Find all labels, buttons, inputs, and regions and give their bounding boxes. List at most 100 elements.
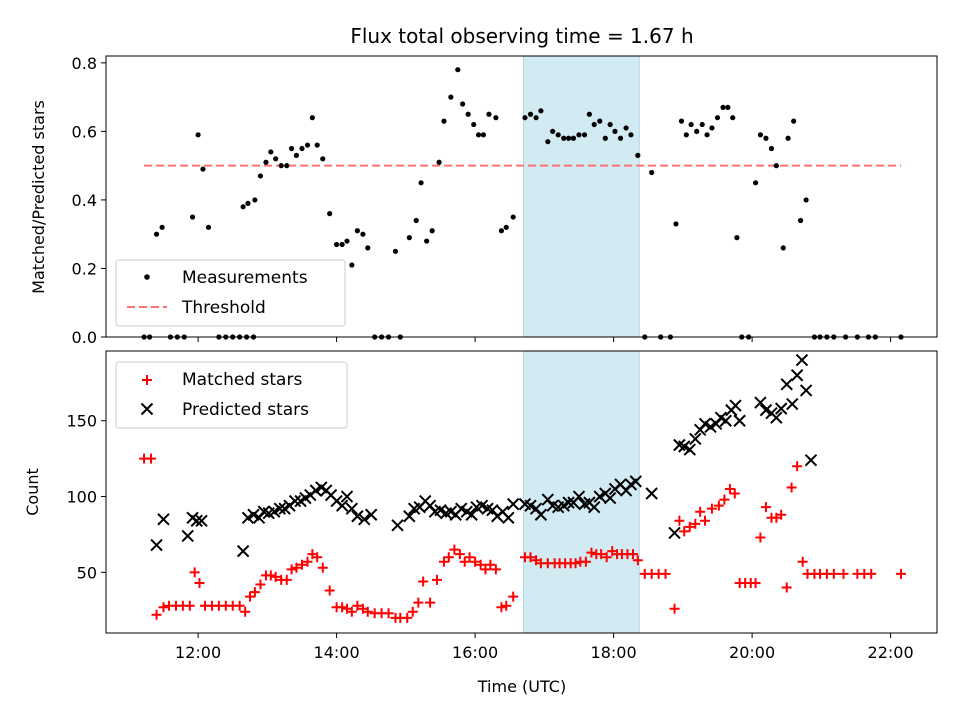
measurement-point bbox=[561, 135, 567, 141]
top-legend: Measurements Threshold bbox=[115, 259, 346, 327]
matched-point bbox=[418, 576, 429, 587]
bottom-y-ticks: 50 100 150 bbox=[66, 412, 106, 582]
measurement-point bbox=[349, 262, 355, 268]
matched-point bbox=[838, 568, 849, 579]
measurement-point bbox=[785, 135, 791, 141]
measurement-point bbox=[688, 121, 694, 128]
predicted-point bbox=[603, 491, 617, 505]
predicted-point bbox=[588, 500, 601, 514]
predicted-point bbox=[195, 514, 208, 528]
measurement-point bbox=[734, 235, 740, 241]
measurement-point bbox=[503, 224, 509, 230]
measurement-point bbox=[441, 118, 447, 124]
measurement-point bbox=[320, 156, 326, 162]
measurement-point bbox=[752, 180, 759, 186]
predicted-point bbox=[236, 544, 250, 558]
matched-point bbox=[449, 544, 460, 555]
predicted-point bbox=[157, 513, 170, 526]
matched-point bbox=[443, 552, 454, 563]
bottom-x-tick-label: 14:00 bbox=[314, 643, 360, 662]
highlight-span-bottom bbox=[523, 350, 640, 634]
matched-point bbox=[281, 574, 292, 585]
measurement-point bbox=[392, 248, 399, 254]
measurement-point bbox=[480, 132, 487, 138]
bottom-x-ticks: 12:00 14:00 16:00 18:00 20:00 22:00 bbox=[175, 633, 914, 662]
bottom-x-tick-label: 16:00 bbox=[452, 643, 498, 662]
matched-point bbox=[245, 591, 256, 602]
bottom-x-tick-label: 12:00 bbox=[175, 643, 221, 662]
predicted-point bbox=[365, 508, 378, 521]
predicted-point bbox=[403, 510, 416, 523]
measurement-point bbox=[773, 163, 779, 169]
predicted-point bbox=[181, 529, 194, 543]
matched-point bbox=[234, 600, 245, 611]
bottom-axes-frame bbox=[105, 350, 938, 634]
top-y-axis-label: Matched/Predicted stars bbox=[29, 100, 48, 294]
measurement-point bbox=[591, 121, 597, 128]
matched-point bbox=[265, 570, 276, 581]
matched-point bbox=[432, 574, 443, 585]
top-y-tick-label: 0.8 bbox=[72, 54, 97, 73]
measurement-point bbox=[683, 132, 689, 138]
predicted-point bbox=[150, 538, 163, 552]
measurement-point bbox=[533, 115, 539, 121]
measurement-point bbox=[245, 200, 251, 206]
matched-point bbox=[270, 571, 281, 582]
measurement-point bbox=[284, 163, 290, 169]
matched-point bbox=[895, 568, 906, 579]
measurement-point bbox=[628, 132, 634, 138]
measurement-point bbox=[448, 94, 454, 100]
bottom-x-tick-label: 20:00 bbox=[729, 643, 775, 662]
matched-point bbox=[776, 509, 787, 520]
legend-marker-predicted bbox=[140, 402, 154, 416]
measurement-point bbox=[757, 132, 764, 138]
predicted-point bbox=[629, 475, 642, 488]
matched-point bbox=[151, 609, 162, 620]
matched-point bbox=[719, 494, 730, 505]
predicted-point bbox=[733, 414, 746, 427]
matched-point bbox=[570, 558, 581, 569]
measurement-point bbox=[803, 197, 809, 203]
matched-point bbox=[724, 483, 735, 494]
matched-point bbox=[249, 587, 260, 598]
predicted-point bbox=[683, 443, 696, 456]
matched-point bbox=[407, 606, 418, 617]
matched-point bbox=[324, 585, 335, 596]
predicted-point bbox=[786, 397, 799, 411]
predicted-point bbox=[754, 396, 767, 409]
measurement-point bbox=[486, 111, 492, 117]
measurement-point bbox=[493, 115, 499, 121]
predicted-point bbox=[799, 384, 813, 397]
bottom-y-tick-label: 150 bbox=[66, 412, 97, 431]
measurement-point bbox=[288, 145, 295, 152]
matched-point bbox=[470, 556, 481, 567]
matched-point bbox=[383, 608, 394, 619]
bottom-legend-box bbox=[115, 361, 348, 429]
bottom-x-tick-label: 22:00 bbox=[868, 643, 914, 662]
matched-point bbox=[596, 549, 607, 560]
measurement-point bbox=[635, 152, 641, 158]
measurement-point bbox=[597, 118, 603, 124]
legend-label-threshold: Threshold bbox=[181, 298, 266, 318]
matched-point bbox=[194, 577, 205, 588]
predicted-point bbox=[562, 496, 575, 509]
measurement-points bbox=[141, 67, 904, 340]
matched-point bbox=[508, 591, 519, 602]
predicted-point bbox=[273, 502, 287, 515]
measurement-point bbox=[709, 125, 715, 131]
measurement-point bbox=[273, 156, 279, 162]
measurement-point bbox=[153, 231, 160, 237]
matched-point bbox=[317, 562, 328, 573]
measurement-point bbox=[725, 104, 731, 111]
predicted-point bbox=[351, 510, 364, 523]
matched-point bbox=[184, 600, 195, 611]
measurement-point bbox=[304, 142, 311, 148]
matched-point bbox=[302, 556, 313, 567]
matched-point bbox=[413, 597, 424, 608]
measurement-point bbox=[299, 145, 305, 152]
measurement-point bbox=[555, 132, 561, 138]
measurement-point bbox=[424, 238, 430, 244]
measurement-point bbox=[257, 173, 264, 179]
matched-point bbox=[501, 600, 512, 611]
matched-point bbox=[454, 549, 465, 560]
